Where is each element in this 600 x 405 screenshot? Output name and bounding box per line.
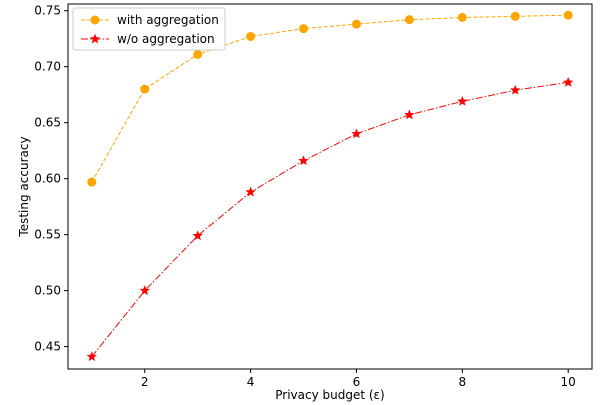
series-2 bbox=[86, 76, 574, 362]
data-point bbox=[510, 84, 521, 95]
y-axis: 0.45 0.50 0.55 0.60 0.65 0.70 0.75 bbox=[34, 4, 68, 354]
data-point bbox=[86, 351, 97, 362]
x-axis-label: Privacy budget (ε) bbox=[275, 388, 384, 402]
data-point bbox=[246, 31, 256, 41]
legend-marker bbox=[90, 15, 100, 25]
data-point bbox=[563, 76, 574, 87]
series-line bbox=[91, 81, 569, 357]
y-tick-label: 0.75 bbox=[34, 4, 61, 18]
legend-label: w/o aggregation bbox=[117, 32, 215, 46]
data-point bbox=[299, 24, 309, 34]
legend-marker bbox=[89, 33, 101, 44]
data-point bbox=[510, 11, 520, 21]
data-point bbox=[192, 230, 203, 241]
data-point bbox=[139, 285, 150, 296]
data-point bbox=[140, 84, 150, 94]
y-tick-label: 0.70 bbox=[34, 60, 61, 74]
y-tick-label: 0.45 bbox=[34, 340, 61, 354]
series-layer bbox=[86, 10, 574, 362]
data-point bbox=[404, 109, 415, 120]
legend-item: with aggregation bbox=[81, 13, 219, 27]
y-tick-label: 0.55 bbox=[34, 228, 61, 242]
data-point bbox=[563, 10, 573, 20]
y-tick-label: 0.60 bbox=[34, 172, 61, 186]
axes-frame bbox=[67, 3, 593, 370]
data-point bbox=[87, 177, 97, 187]
data-point bbox=[351, 128, 362, 139]
data-point bbox=[404, 15, 414, 25]
legend-label: with aggregation bbox=[117, 13, 219, 27]
x-tick-label: 8 bbox=[459, 375, 467, 389]
data-point bbox=[245, 186, 256, 197]
x-tick-label: 4 bbox=[247, 375, 255, 389]
y-axis-label: Testing accuracy bbox=[17, 136, 31, 237]
y-tick-label: 0.50 bbox=[34, 284, 61, 298]
x-tick-label: 10 bbox=[561, 375, 576, 389]
legend: with aggregation w/o aggregation bbox=[72, 7, 226, 51]
data-point bbox=[193, 49, 203, 59]
data-point bbox=[457, 95, 468, 106]
series-1 bbox=[87, 10, 573, 187]
data-point bbox=[457, 12, 467, 22]
y-tick-label: 0.65 bbox=[34, 116, 61, 130]
x-axis: 2 4 6 8 10 bbox=[141, 369, 576, 389]
legend-box bbox=[72, 7, 226, 51]
x-tick-label: 6 bbox=[353, 375, 361, 389]
series-line bbox=[91, 14, 569, 183]
x-tick-label: 2 bbox=[141, 375, 149, 389]
data-point bbox=[298, 155, 309, 166]
legend-item: w/o aggregation bbox=[81, 32, 215, 46]
data-point bbox=[351, 19, 361, 29]
